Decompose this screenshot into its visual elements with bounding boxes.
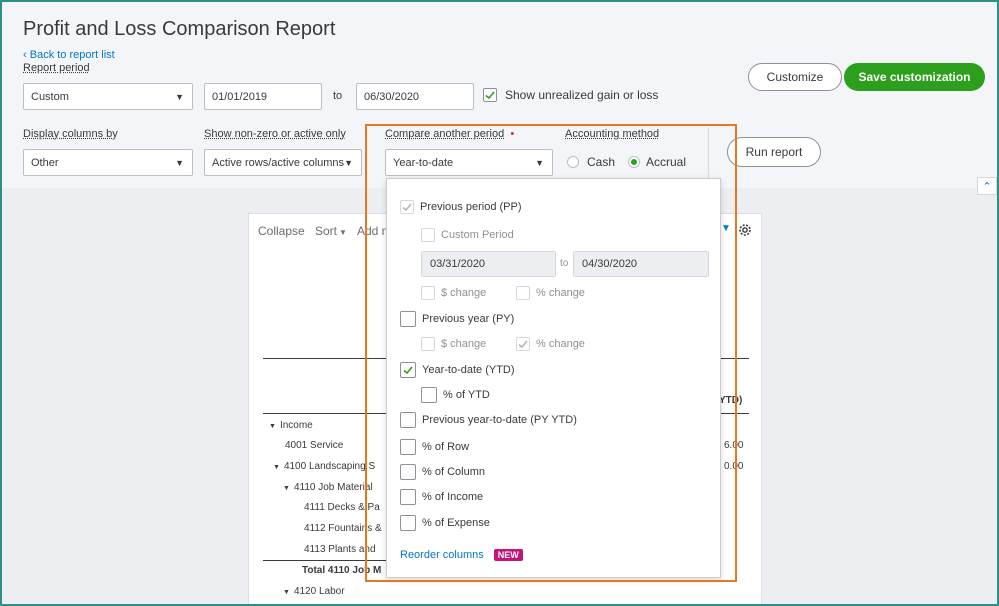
caret-down-icon: ▼	[175, 157, 184, 168]
py-dollar-change-option[interactable]: $ change	[421, 337, 486, 351]
checkbox-checked-icon	[483, 88, 497, 102]
table-row[interactable]: 4112 Fountains &	[304, 523, 382, 534]
back-to-report-list-link[interactable]: ‹ Back to report list	[23, 49, 115, 61]
table-row[interactable]: 4113 Plants and	[304, 544, 376, 555]
pp-to-input[interactable]: 04/30/2020	[573, 251, 709, 277]
date-from-input[interactable]: 01/01/2019	[204, 83, 322, 110]
table-cell[interactable]: 6.00	[724, 440, 744, 451]
add-notes-button[interactable]: Add n	[357, 224, 389, 238]
column-header: YTD)	[719, 395, 743, 406]
table-row[interactable]: Total 4110 Job M	[302, 565, 382, 576]
compare-period-label-wrap: Compare another period •	[385, 128, 514, 140]
run-report-button[interactable]: Run report	[727, 137, 821, 167]
radio-unselected-icon	[567, 156, 579, 168]
pct-column-option[interactable]: % of Column	[400, 464, 485, 480]
checkbox-icon	[400, 489, 416, 505]
checkbox-icon	[400, 412, 416, 428]
checkbox-icon	[400, 439, 416, 455]
to-label: to	[333, 90, 343, 102]
sort-button[interactable]: Sort ▼	[315, 224, 347, 238]
required-dot: •	[510, 128, 515, 140]
unrealized-gain-checkbox[interactable]: Show unrealized gain or loss	[483, 88, 658, 102]
table-row[interactable]: 4001 Service	[285, 440, 344, 451]
checkbox-icon	[400, 464, 416, 480]
caret-down-icon: ▼	[175, 91, 184, 102]
pp-from-input[interactable]: 03/31/2020	[421, 251, 556, 277]
pp-to-label: to	[560, 258, 569, 269]
caret-down-icon: ▼	[283, 485, 290, 492]
gear-icon[interactable]	[737, 222, 753, 243]
table-row[interactable]: ▼ 4110 Job Material	[283, 482, 373, 493]
caret-down-icon: ▼	[269, 423, 276, 430]
caret-down-icon: ▼	[339, 228, 347, 237]
pct-income-option[interactable]: % of Income	[400, 489, 483, 505]
checkbox-icon	[421, 387, 437, 403]
date-to-input[interactable]: 06/30/2020	[356, 83, 474, 110]
chevron-up-icon[interactable]: ⌃	[977, 177, 997, 195]
pct-expense-option[interactable]: % of Expense	[400, 515, 490, 531]
previous-year-option[interactable]: Previous year (PY)	[400, 311, 514, 327]
compare-period-dropdown: Previous period (PP) Custom Period 03/31…	[386, 178, 721, 578]
checkbox-checked-icon	[400, 362, 416, 378]
divider	[708, 128, 709, 178]
table-cell[interactable]: 0.00	[724, 461, 744, 472]
table-row[interactable]: ▼ Income	[269, 420, 313, 431]
new-badge: NEW	[493, 549, 523, 561]
report-period-label: Report period	[23, 62, 90, 74]
radio-selected-icon	[628, 156, 640, 168]
checkbox-icon	[400, 311, 416, 327]
reorder-columns-link-wrap: Reorder columns NEW	[400, 549, 523, 561]
checkbox-checked-icon	[400, 200, 414, 214]
caret-down-icon: ▼	[273, 464, 280, 471]
checkbox-checked-icon	[516, 337, 530, 351]
non-zero-label: Show non-zero or active only	[204, 128, 346, 140]
report-period-select[interactable]: Custom ▼	[23, 83, 193, 110]
page-title: Profit and Loss Comparison Report	[23, 18, 336, 40]
ytd-option[interactable]: Year-to-date (YTD)	[400, 362, 515, 378]
custom-period-option[interactable]: Custom Period	[421, 228, 514, 242]
reorder-columns-link[interactable]: Reorder columns	[400, 549, 484, 561]
pp-percent-change-option[interactable]: % change	[516, 286, 585, 300]
cash-radio[interactable]: Cash	[567, 155, 615, 169]
non-zero-select[interactable]: Active rows/active columns ▼	[204, 149, 362, 176]
caret-down-icon: ▼	[535, 157, 544, 168]
accounting-method-label: Accounting method	[565, 128, 660, 140]
filter-panel: Profit and Loss Comparison Report ‹ Back…	[2, 2, 997, 188]
table-row[interactable]: 4111 Decks & Pa	[304, 502, 380, 513]
prev-ytd-option[interactable]: Previous year-to-date (PY YTD)	[400, 412, 577, 428]
subtotal-rule	[263, 560, 387, 561]
table-row[interactable]: ▼ 4100 Landscaping S	[273, 461, 376, 472]
checkbox-icon	[400, 515, 416, 531]
caret-down-icon[interactable]: ▼	[721, 223, 731, 234]
previous-period-option[interactable]: Previous period (PP)	[400, 200, 522, 214]
compare-period-label: Compare another period	[385, 128, 505, 140]
display-columns-label: Display columns by	[23, 128, 118, 140]
checkbox-icon	[421, 286, 435, 300]
compare-period-select[interactable]: Year-to-date ▼	[385, 149, 553, 176]
pp-dollar-change-option[interactable]: $ change	[421, 286, 486, 300]
pct-ytd-option[interactable]: % of YTD	[421, 387, 490, 403]
accrual-radio[interactable]: Accrual	[628, 155, 686, 169]
table-row[interactable]: ▼ 4120 Labor	[283, 586, 345, 597]
checkbox-icon	[421, 337, 435, 351]
checkbox-icon	[421, 228, 435, 242]
collapse-button[interactable]: Collapse	[258, 224, 305, 238]
checkbox-icon	[516, 286, 530, 300]
chevron-left-icon: ‹	[23, 49, 30, 61]
save-customization-button[interactable]: Save customization	[844, 63, 985, 91]
caret-down-icon: ▼	[283, 589, 290, 596]
py-percent-change-option[interactable]: % change	[516, 337, 585, 351]
display-columns-select[interactable]: Other ▼	[23, 149, 193, 176]
pct-row-option[interactable]: % of Row	[400, 439, 469, 455]
caret-down-icon: ▼	[344, 157, 353, 168]
customize-button[interactable]: Customize	[748, 63, 842, 91]
